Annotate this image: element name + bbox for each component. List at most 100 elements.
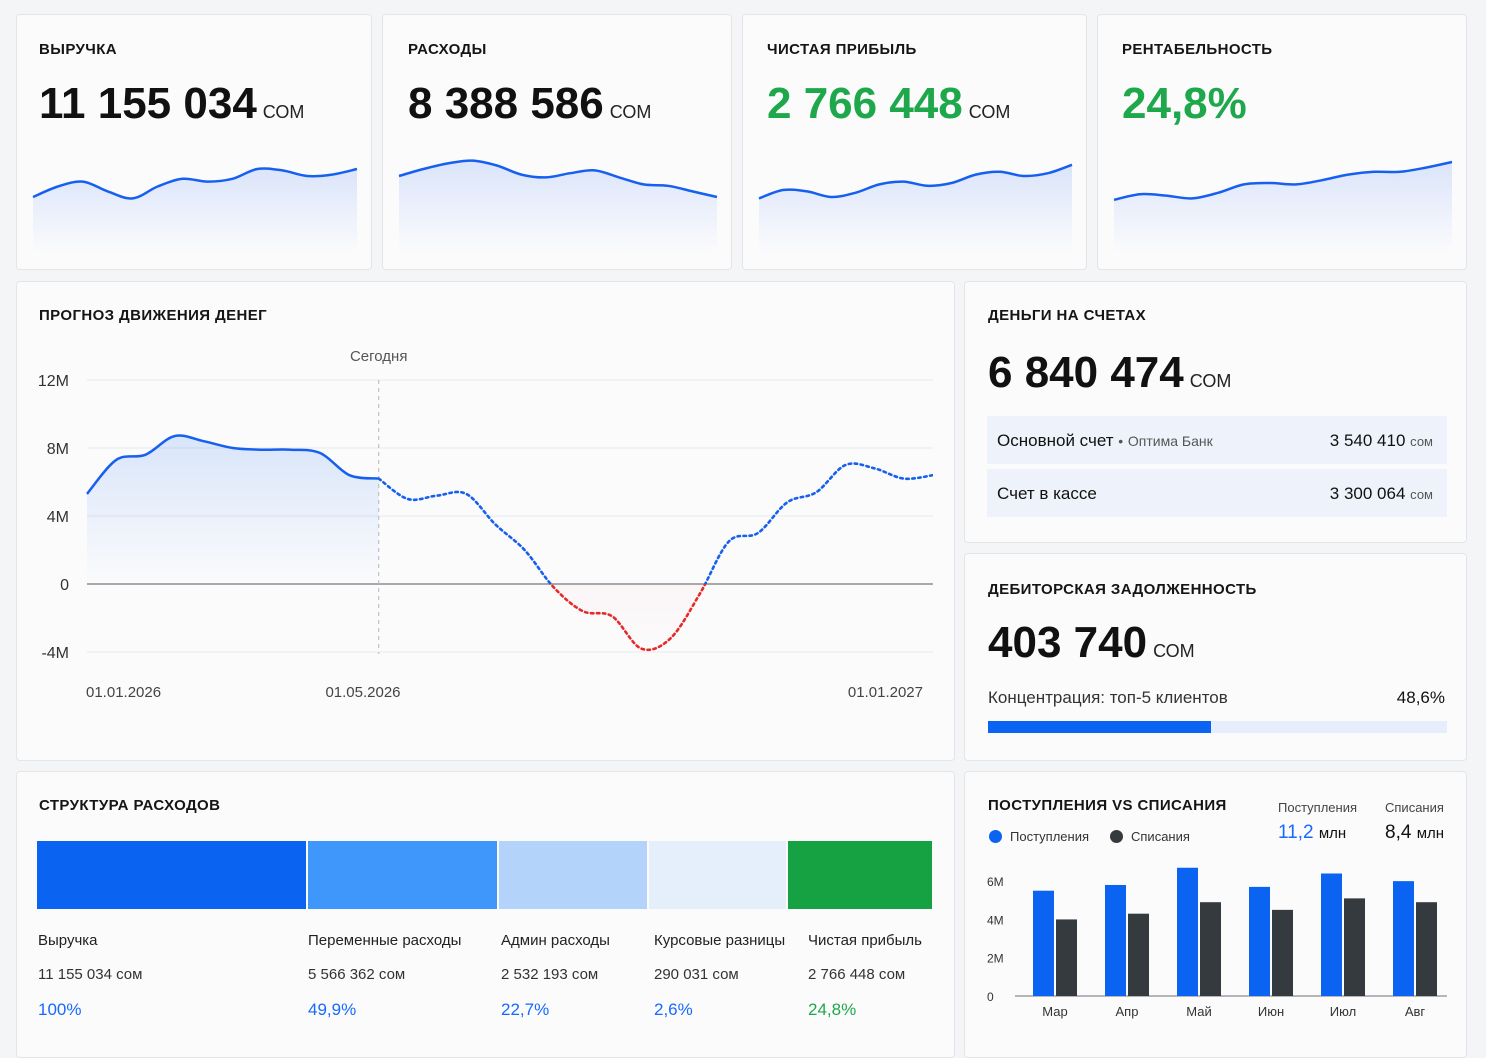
legend-inflow-dot: [989, 830, 1002, 843]
segment-name: Курсовые разницы: [654, 932, 786, 949]
summary-inflow-label: Поступления: [1278, 800, 1358, 815]
bar-x-label: Май: [1186, 1004, 1211, 1019]
account-row-main[interactable]: Основной счет • Оптима Банк 3 540 410 со…: [987, 416, 1447, 464]
bar-inflow: [1033, 890, 1054, 996]
summary-inflow-number: 11,2: [1278, 822, 1314, 843]
account-amount-number: 3 540 410: [1329, 431, 1406, 450]
bar-x-label: Мар: [1042, 1004, 1067, 1019]
bar-outflow: [1200, 902, 1221, 996]
legend-inflow: Поступления: [989, 829, 1089, 844]
kpi-sparkline: [398, 159, 718, 253]
forecast-future-line: [377, 462, 933, 584]
forecast-y-tick: 4M: [47, 509, 69, 526]
account-separator: •: [1118, 433, 1124, 449]
summary-outflow-label: Списания: [1385, 800, 1444, 815]
legend-outflow: Списания: [1110, 829, 1190, 844]
sparkline-line: [32, 167, 358, 200]
sparkline-line: [758, 163, 1073, 200]
account-row-cash[interactable]: Счет в кассе 3 300 064 сом: [987, 469, 1447, 517]
kpi-label: ВЫРУЧКА: [39, 41, 117, 58]
sparkline-area: [759, 164, 1072, 253]
segment-percent: 2,6%: [654, 1000, 693, 1019]
segment-legend-fx: Курсовые разницы 290 031 сом 2,6%: [654, 932, 786, 1019]
segment-value: 290 031 сом: [654, 966, 739, 983]
forecast-chart: 12M 8M 4M 0 -4M Сегодня 01.01.2026 01.05.2026 01…: [38, 348, 933, 701]
segment-bar-admin: [499, 841, 647, 909]
bar-x-label: Июл: [1330, 1004, 1356, 1019]
kpi-card-net-profit: ЧИСТАЯ ПРИБЫЛЬ 2 766 448 СОМ: [742, 14, 1087, 270]
bar-x-label: Апр: [1116, 1004, 1139, 1019]
summary-outflow-unit: млн: [1416, 825, 1445, 842]
bar-y-tick: 0: [987, 990, 994, 1004]
account-amount-unit: сом: [1410, 487, 1433, 502]
segment-value-unit: сом: [712, 966, 739, 983]
kpi-value: 2 766 448 СОМ: [767, 79, 1010, 129]
accounts-card: ДЕНЬГИ НА СЧЕТАХ 6 840 474 СОМ Основной с…: [964, 281, 1467, 543]
kpi-card-expenses: РАСХОДЫ 8 388 586 СОМ: [382, 14, 732, 270]
segment-value-number: 290 031: [654, 966, 709, 983]
segment-name: Выручка: [38, 932, 98, 949]
kpi-card-profitability: РЕНТАБЕЛЬНОСТЬ 24,8%: [1097, 14, 1467, 270]
segment-bar-net-profit: [788, 841, 932, 909]
bar-inflow: [1393, 881, 1414, 996]
segment-legend-net-profit: Чистая прибыль 2 766 448 сом 24,8%: [808, 932, 922, 1019]
forecast-title: ПРОГНОЗ ДВИЖЕНИЯ ДЕНЕГ: [39, 307, 268, 324]
segment-value-number: 5 566 362: [308, 966, 375, 983]
inflow-outflow-card: ПОСТУПЛЕНИЯ VS СПИСАНИЯ Поступления Спис…: [964, 771, 1467, 1058]
account-amount-unit: сом: [1410, 434, 1433, 449]
kpi-label: РАСХОДЫ: [408, 41, 487, 58]
bar-inflow: [1105, 884, 1126, 996]
receivables-total-unit: СОМ: [1153, 641, 1195, 661]
segment-value-number: 11 155 034: [38, 966, 112, 983]
segment-name: Чистая прибыль: [808, 932, 922, 949]
account-name: Основной счет • Оптима Банк: [997, 431, 1213, 451]
kpi-sparkline: [32, 167, 358, 253]
kpi-value: 8 388 586 СОМ: [408, 79, 651, 129]
summary-outflow-number: 8,4: [1385, 822, 1412, 843]
receivables-total-number: 403 740: [988, 618, 1148, 667]
concentration-bar-track: [988, 721, 1447, 733]
accounts-title: ДЕНЬГИ НА СЧЕТАХ: [988, 307, 1147, 324]
segment-percent: 24,8%: [808, 1000, 857, 1019]
kpi-number: 11 155 034: [39, 79, 257, 128]
kpi-value: 24,8%: [1122, 79, 1247, 129]
accounts-total-unit: СОМ: [1189, 371, 1232, 391]
summary-inflow-value: 11,2 млн: [1278, 822, 1346, 844]
receivables-title: ДЕБИТОРСКАЯ ЗАДОЛЖЕННОСТЬ: [988, 581, 1257, 598]
forecast-x-label: 01.01.2026: [86, 684, 161, 701]
kpi-card-revenue: ВЫРУЧКА 11 155 034 СОМ: [16, 14, 372, 270]
segment-value-unit: сом: [378, 966, 406, 983]
segment-bar-variable: [308, 841, 497, 909]
bar-outflow: [1128, 913, 1149, 996]
receivables-total: 403 740 СОМ: [988, 618, 1195, 668]
inflow-outflow-chart: 6M 4M 2M 0 Мар Апр Май Июн Июл Авг: [987, 867, 1447, 1019]
segment-value-number: 2 766 448: [808, 966, 875, 983]
sparkline-line: [1113, 160, 1453, 202]
segment-value: 2 766 448 сом: [808, 966, 905, 983]
segment-legend-variable: Переменные расходы 5 566 362 сом 49,9%: [308, 932, 461, 1019]
concentration-bar-fill: [988, 721, 1212, 733]
segment-value-number: 2 532 193: [501, 966, 568, 983]
kpi-number: 24,8%: [1122, 79, 1247, 128]
forecast-negative-area: [378, 584, 933, 650]
segment-value-unit: сом: [116, 966, 143, 983]
account-name-text: Счет в кассе: [997, 484, 1097, 503]
bar-y-tick: 2M: [987, 952, 1004, 966]
kpi-value: 11 155 034 СОМ: [39, 79, 304, 129]
summary-inflow-unit: млн: [1318, 825, 1347, 842]
kpi-label: ЧИСТАЯ ПРИБЫЛЬ: [767, 41, 917, 58]
inflow-outflow-title: ПОСТУПЛЕНИЯ VS СПИСАНИЯ: [988, 797, 1227, 814]
bar-inflow: [1321, 873, 1342, 996]
bar-outflow: [1416, 902, 1437, 996]
expense-structure-title: СТРУКТУРА РАСХОДОВ: [39, 797, 221, 814]
bar-x-label: Июн: [1258, 1004, 1284, 1019]
forecast-past-area: [87, 435, 379, 584]
kpi-label: РЕНТАБЕЛЬНОСТЬ: [1122, 41, 1273, 58]
expense-structure-card: СТРУКТУРА РАСХОДОВ Выручка 11 155 034 со…: [16, 771, 955, 1058]
legend-outflow-label: Списания: [1131, 829, 1190, 844]
segment-percent: 22,7%: [501, 1000, 550, 1019]
receivables-card: ДЕБИТОРСКАЯ ЗАДОЛЖЕННОСТЬ 403 740 СОМ Кон…: [964, 553, 1467, 761]
kpi-number: 2 766 448: [767, 79, 963, 128]
account-name-text: Основной счет: [997, 431, 1114, 450]
bar-outflow: [1344, 898, 1365, 996]
